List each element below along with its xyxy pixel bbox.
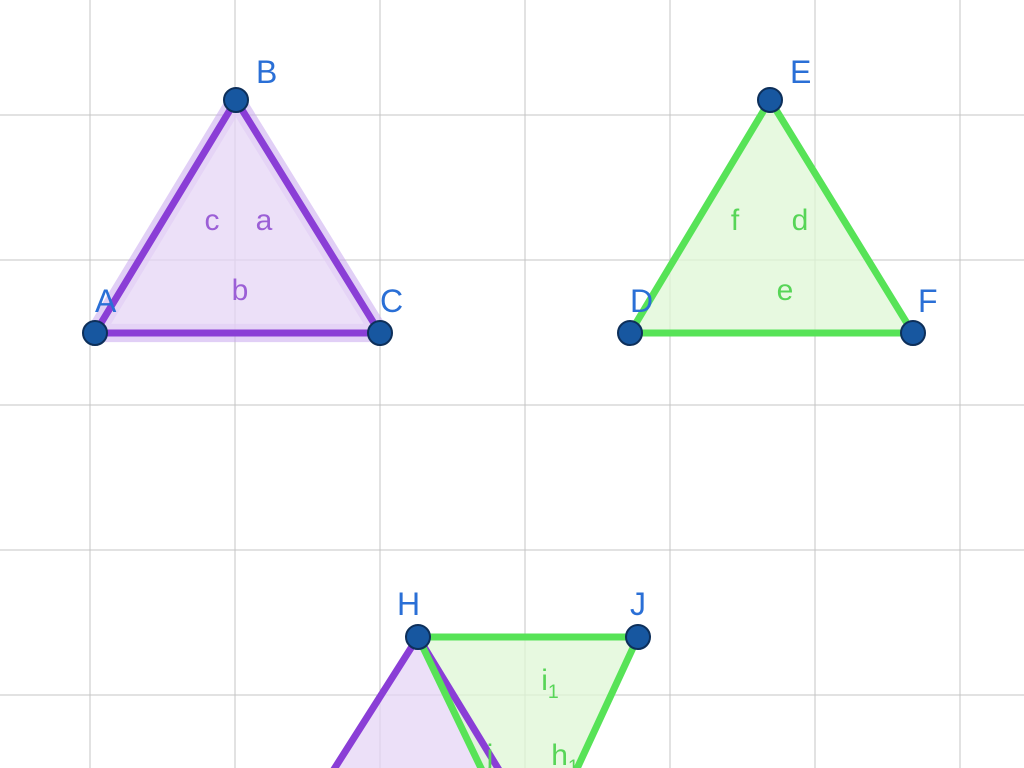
edge-label-e: e (777, 274, 794, 307)
vertex-point-E[interactable] (758, 88, 782, 112)
vertex-label-D: D (630, 283, 653, 319)
vertex-label-A: A (95, 283, 117, 319)
vertex-label-H: H (397, 586, 420, 622)
vertex-point-J[interactable] (626, 625, 650, 649)
vertex-label-J: J (630, 586, 646, 622)
edge-label-f: f (731, 204, 740, 237)
vertex-point-C[interactable] (368, 321, 392, 345)
triangle-fill-t2 (630, 100, 913, 333)
vertex-point-A[interactable] (83, 321, 107, 345)
edge-label-b: b (232, 274, 249, 307)
edge-label-c: c (205, 204, 220, 237)
vertex-label-F: F (918, 283, 938, 319)
vertex-label-C: C (380, 283, 403, 319)
vertex-label-E: E (790, 54, 811, 90)
vertex-label-B: B (256, 54, 277, 90)
edge-label-j: j (486, 739, 494, 768)
vertex-point-B[interactable] (224, 88, 248, 112)
geometry-canvas: cabfdei1jh1ABCDEFHJ (0, 0, 1024, 768)
triangle-fills (95, 100, 913, 768)
edge-label-a: a (256, 204, 273, 237)
edge-label-d: d (792, 204, 809, 237)
vertex-point-H[interactable] (406, 625, 430, 649)
vertex-point-D[interactable] (618, 321, 642, 345)
vertex-point-F[interactable] (901, 321, 925, 345)
